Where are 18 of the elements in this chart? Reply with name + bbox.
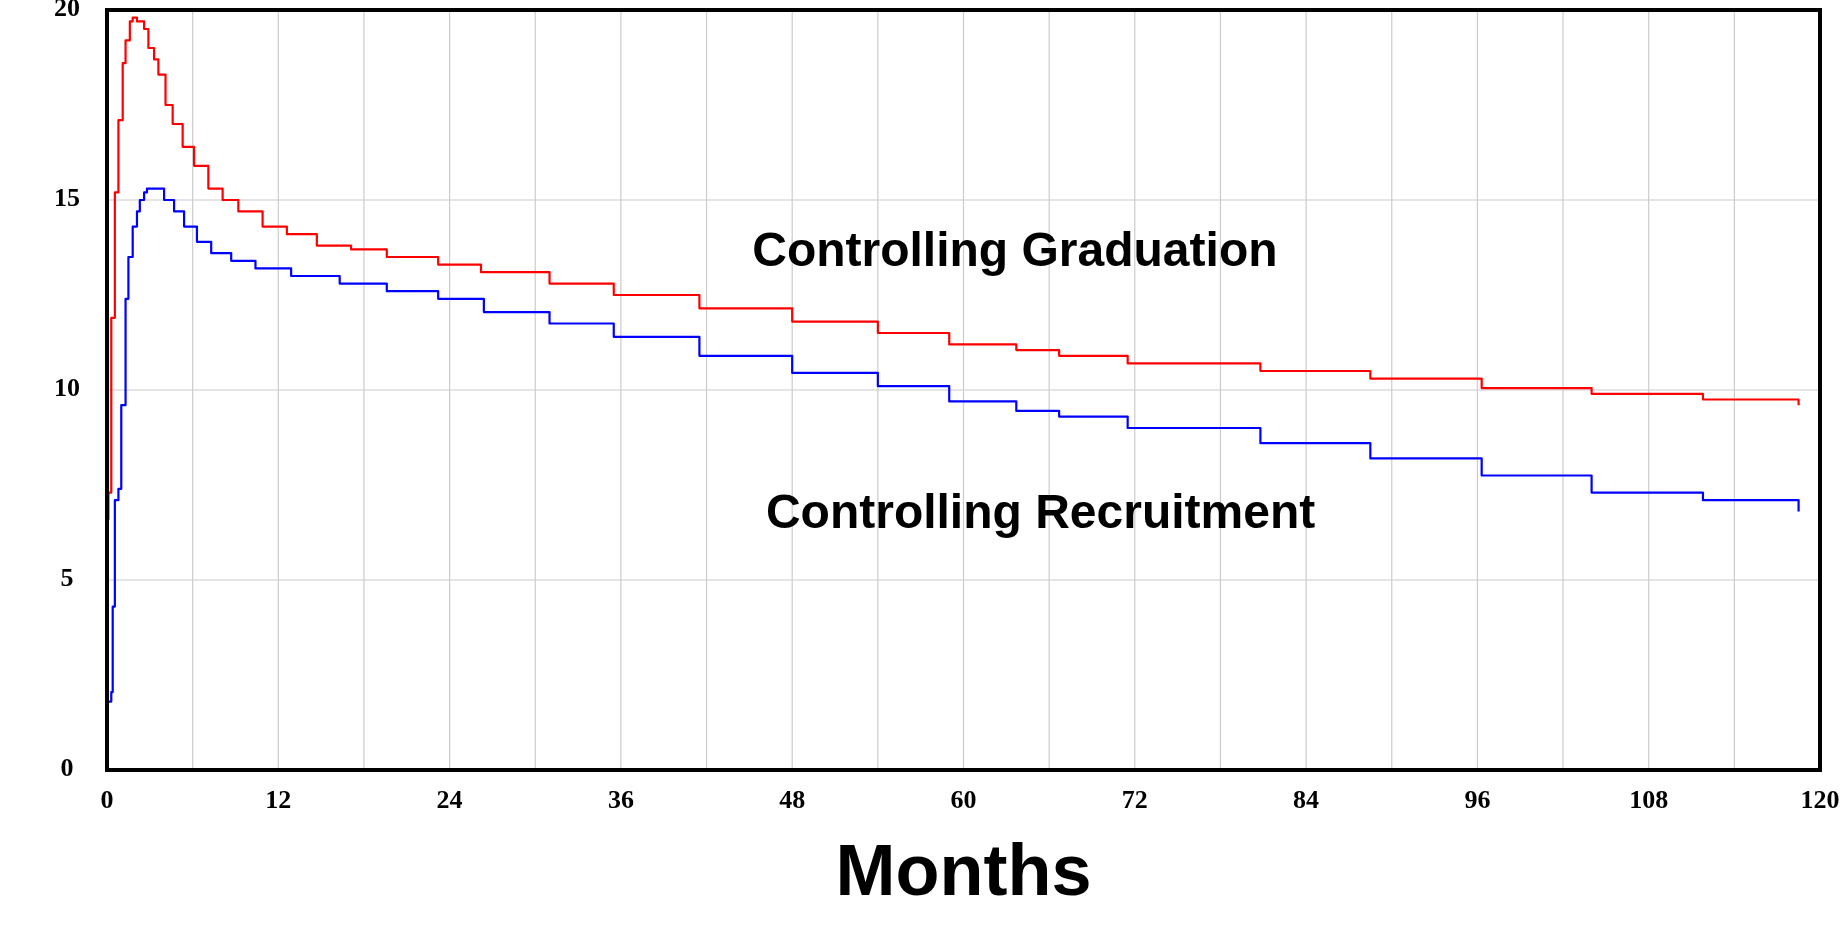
series-label: Controlling Graduation [752,222,1278,276]
y-tick-label: 15 [54,182,80,212]
x-tick-label: 96 [1464,785,1491,814]
x-tick-label: 0 [100,785,114,814]
x-tick-label: 72 [1121,785,1148,814]
x-tick-label: 120 [1800,785,1840,814]
y-tick-label: 5 [60,562,74,592]
x-axis-title: Months [835,830,1092,910]
x-tick-label: 24 [436,785,463,814]
x-tick-label: 36 [607,785,634,814]
x-tick-label: 12 [265,785,292,814]
y-tick-label: 10 [54,372,80,402]
x-tick-label: 108 [1629,785,1669,814]
y-tick-label: 0 [60,752,74,782]
x-tick-label: 60 [950,785,977,814]
x-tick-label: 84 [1293,785,1320,814]
x-tick-label: 48 [779,785,806,814]
series-label: Controlling Recruitment [765,485,1316,539]
